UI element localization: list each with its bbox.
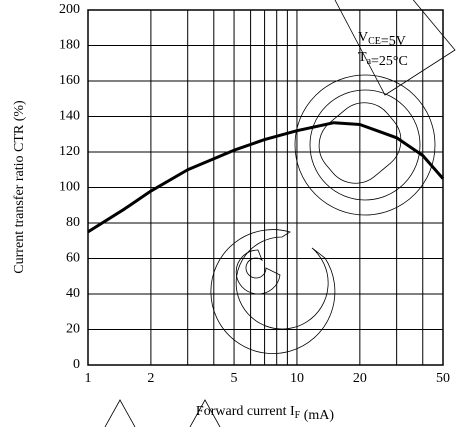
y-tick-label: 200 <box>59 2 80 17</box>
y-tick-label: 60 <box>66 251 80 266</box>
x-tick-label: 2 <box>147 371 154 386</box>
text: T <box>358 50 367 65</box>
text: =5V <box>381 34 406 49</box>
text: =25°C <box>371 54 408 69</box>
y-tick-label: 20 <box>66 322 80 337</box>
y-tick-label: 120 <box>59 144 80 159</box>
subscript: CE <box>368 36 381 47</box>
x-tick-label: 20 <box>353 371 367 386</box>
y-tick-label: 100 <box>59 180 80 195</box>
x-tick-label: 10 <box>290 371 304 386</box>
y-tick-label: 40 <box>66 286 80 301</box>
annotation: VCE=5V <box>358 30 406 49</box>
text: V <box>358 30 368 45</box>
y-tick-label: 160 <box>59 73 80 88</box>
x-tick-label: 1 <box>85 371 92 386</box>
x-tick-label: 50 <box>436 371 450 386</box>
annotation: Ta=25°C <box>358 50 408 69</box>
line <box>87 121 445 234</box>
x-axis-label: Forward current IF (mA) <box>196 404 334 423</box>
y-tick-label: 140 <box>59 109 80 124</box>
y-tick-label: 80 <box>66 215 80 230</box>
x-tick-label: 5 <box>231 371 238 386</box>
y-tick-label: 180 <box>59 38 80 53</box>
plot-frame <box>87 9 444 366</box>
y-tick-label: 0 <box>73 357 80 372</box>
text: (mA) <box>300 408 334 423</box>
subscript: a <box>367 56 372 67</box>
text: Forward current I <box>196 404 295 419</box>
subscript: F <box>295 410 301 421</box>
y-axis-label: Current transfer ratio CTR (%) <box>12 100 27 274</box>
